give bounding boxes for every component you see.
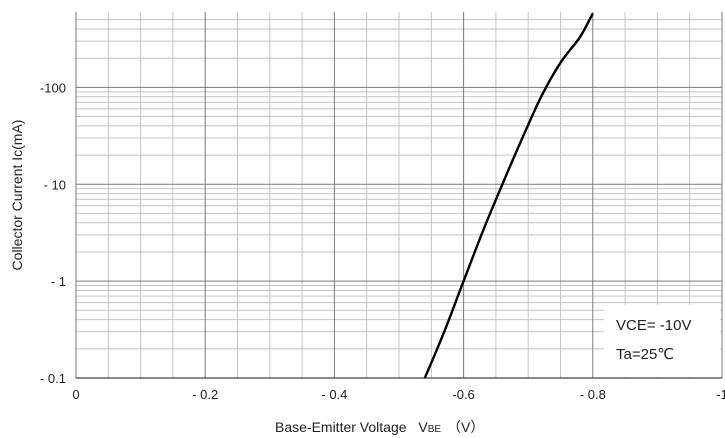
x-tick-label: - 0.2 [192, 387, 218, 402]
annotation-ta: Ta=25℃ [616, 346, 674, 363]
x-axis-symbol: V [418, 419, 428, 435]
x-axis-label-text: Base-Emitter Voltage [275, 419, 407, 435]
x-tick-labels: 0 - 0.2 - 0.4 -0.6 - 0.8 -1 [72, 387, 725, 402]
x-tick-label: -0.6 [452, 387, 474, 402]
x-tick-label: -1 [716, 387, 725, 402]
data-series-line [423, 12, 594, 379]
x-tick-label: - 0.8 [580, 387, 606, 402]
x-tick-label: - 0.4 [321, 387, 347, 402]
y-axis-label: Collector Current Ic(mA) [9, 120, 25, 271]
minor-grid [76, 12, 722, 378]
y-tick-label: -100 [40, 80, 66, 95]
x-axis-label: Base-Emitter Voltage VBE （V） [275, 419, 484, 435]
annotation-box: VCE= -10V Ta=25℃ [604, 305, 720, 377]
x-axis-unit: （V） [447, 419, 484, 435]
y-tick-label: - 0.1 [40, 371, 66, 386]
x-axis-symbol-sub: BE [428, 424, 442, 435]
y-tick-label: - 10 [44, 177, 66, 192]
annotation-vce: VCE= -10V [616, 317, 691, 334]
y-tick-labels: - 0.1 - 1 - 10 -100 [40, 80, 66, 386]
major-grid [75, 12, 723, 379]
x-tick-label: 0 [72, 387, 79, 402]
y-tick-label: - 1 [51, 274, 66, 289]
